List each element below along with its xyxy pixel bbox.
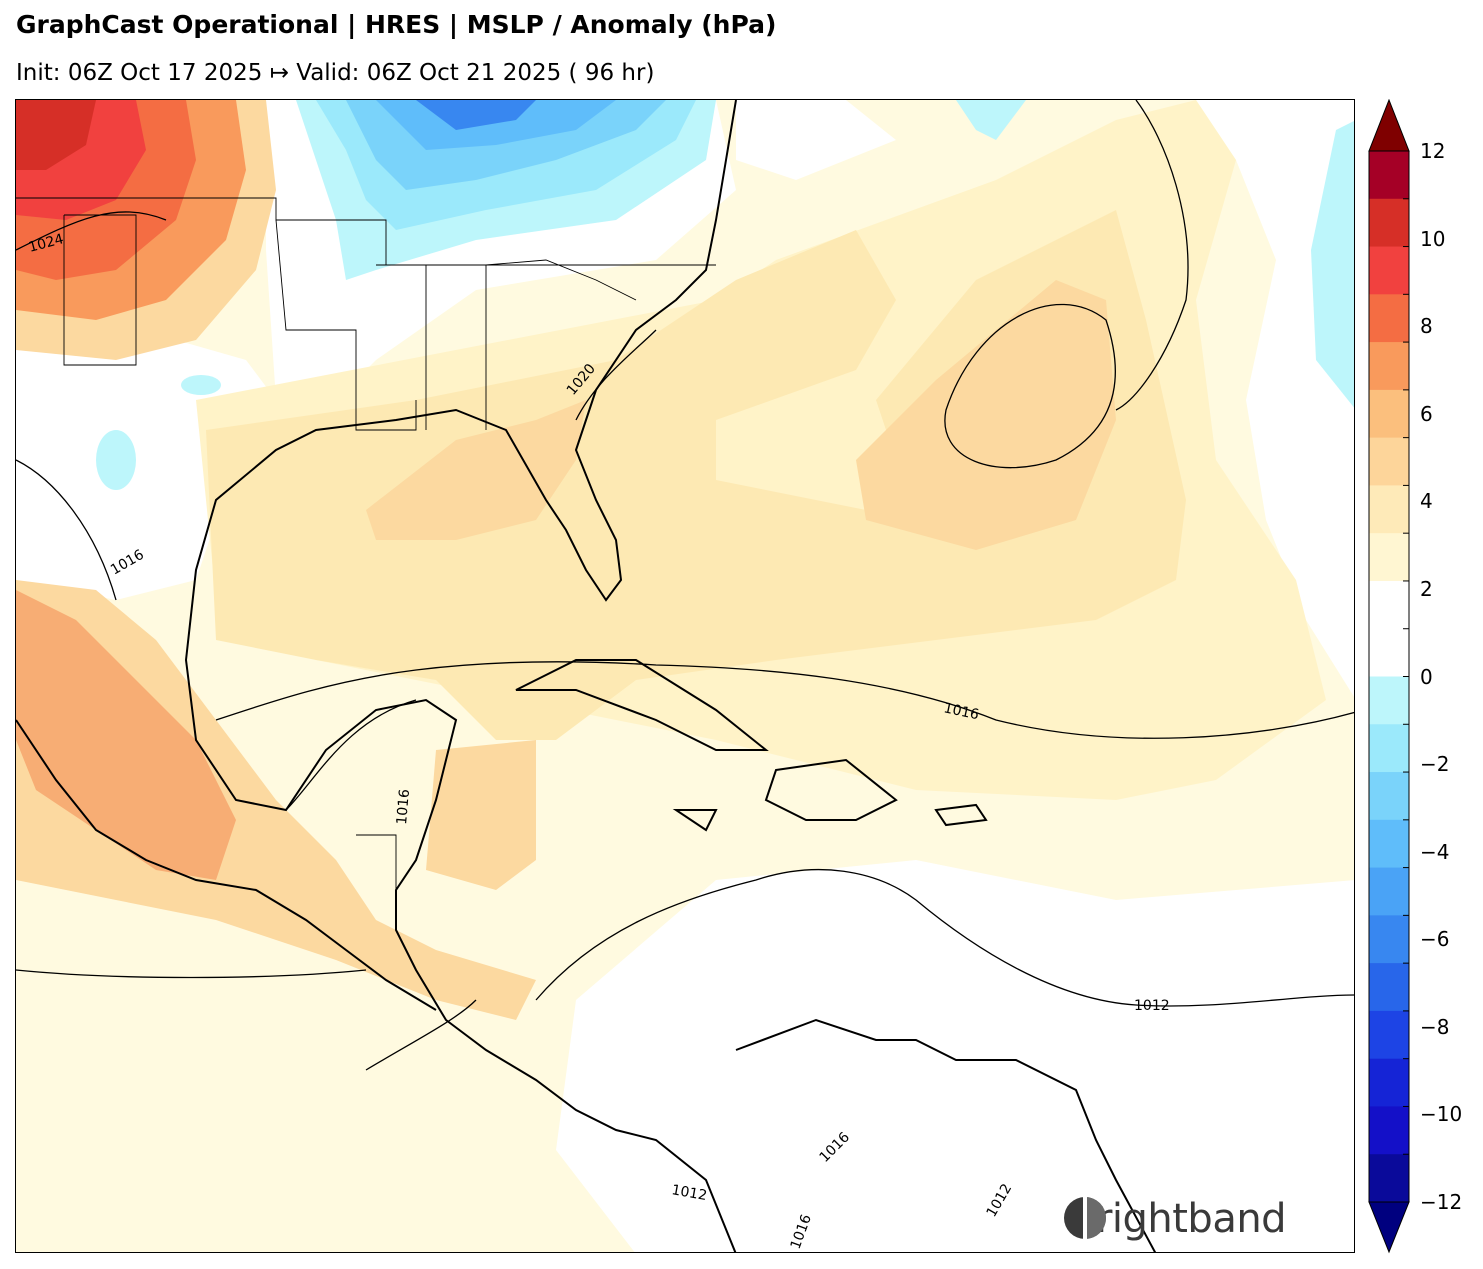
anomaly-fill-minus5: [416, 100, 536, 130]
colorbar-segment: [1369, 437, 1409, 486]
isobars: [16, 100, 1354, 1071]
anomaly-zero-south: [556, 860, 1354, 1252]
colorbar-tick-label: −4: [1420, 839, 1450, 864]
colorbar-segment: [1369, 819, 1409, 869]
anomaly-blob-1: [181, 375, 221, 395]
brightband-logo-icon: [1064, 1197, 1106, 1239]
anomaly-fill-plus3-yucatan: [426, 740, 536, 890]
colorbar-segment: [1369, 198, 1409, 248]
colorbar-tick-label: 12: [1420, 139, 1446, 163]
colorbar-tick-label: −10: [1420, 1102, 1463, 1127]
colorbar-extend-max: [1368, 99, 1410, 152]
colorbar-segment: [1369, 151, 1409, 200]
borders: [16, 197, 716, 900]
isobar-1020: [575, 329, 657, 421]
colorbar-segment: [1369, 867, 1409, 916]
anomaly-blob-2: [96, 430, 136, 490]
isobar-1016: [215, 661, 1354, 739]
colorbar-tick-label: 2: [1420, 576, 1433, 601]
colorbar-segment: [1369, 963, 1409, 1012]
isobar-1020-atlantic: [944, 303, 1116, 469]
colorbar-extend-min: [1368, 1201, 1410, 1254]
anomaly-fill-plus3-atlantic: [856, 280, 1116, 550]
colorbar-segment: [1369, 533, 1409, 582]
colorbar-segment: [1369, 1058, 1409, 1107]
colorbar-tick-label: −8: [1420, 1014, 1450, 1039]
colorbar-segment: [1369, 724, 1409, 773]
colorbar-tick-label: 4: [1420, 489, 1433, 514]
colorbar-segment: [1369, 294, 1409, 343]
colorbar-segment: [1369, 915, 1409, 964]
colorbar-tick-label: −6: [1420, 927, 1450, 952]
colorbar-segment: [1369, 1154, 1409, 1203]
isobar-1012: [535, 868, 1354, 1007]
colorbar-segment: [1369, 1106, 1409, 1155]
coastlines: [16, 100, 1157, 1252]
anomaly-zero-ne: [736, 100, 896, 180]
colorbar-segment: [1369, 389, 1409, 439]
brightband-logo: Brightband: [1061, 1194, 1287, 1244]
chart-title: GraphCast Operational | HRES | MSLP / An…: [16, 10, 777, 39]
isobar-label: 1016: [394, 788, 413, 825]
colorbar-segment: [1369, 485, 1409, 534]
colorbar-segment: [1369, 676, 1409, 725]
anomaly-fill-plus2: [206, 210, 1186, 740]
colorbar-tick-label: 0: [1420, 664, 1433, 689]
colorbar-tick-label: −2: [1420, 752, 1450, 777]
chart-subtitle: Init: 06Z Oct 17 2025 ↦ Valid: 06Z Oct 2…: [16, 60, 655, 86]
colorbar-segment: [1369, 628, 1409, 677]
anomaly-fill-ne-minus: [956, 100, 1026, 140]
colorbar-segment: [1369, 772, 1409, 821]
colorbar-segment: [1369, 1010, 1409, 1060]
map-panel: 1024 1020 1016 1016 1016 1016 1012 1012 …: [15, 99, 1355, 1253]
anomaly-fill-east-minus: [1311, 121, 1354, 408]
colorbar-tick-label: 10: [1420, 226, 1446, 251]
isobar-1024: [16, 211, 167, 251]
isobar-label: 1016: [942, 700, 980, 723]
colorbar-tick-label: 6: [1420, 401, 1433, 426]
isobar-label: 1012: [1134, 998, 1170, 1014]
colorbar-tick-label: 8: [1420, 314, 1433, 339]
anomaly-fill-sw-5: [16, 100, 96, 170]
colorbar-tick-label: −12: [1420, 1190, 1463, 1214]
map-canvas: 1024 1020 1016 1016 1016 1016 1012 1012 …: [16, 100, 1354, 1252]
anomaly-fill-plus3-gulf: [366, 400, 586, 540]
anomaly-fill-mexico-high: [16, 590, 236, 880]
colorbar-segment: [1369, 246, 1409, 295]
isobar-label: 1012: [670, 1182, 708, 1204]
colorbar-canvas: [1368, 99, 1410, 1254]
colorbar-segment: [1369, 342, 1409, 391]
colorbar: [1368, 99, 1410, 1254]
colorbar-segment: [1369, 580, 1409, 630]
